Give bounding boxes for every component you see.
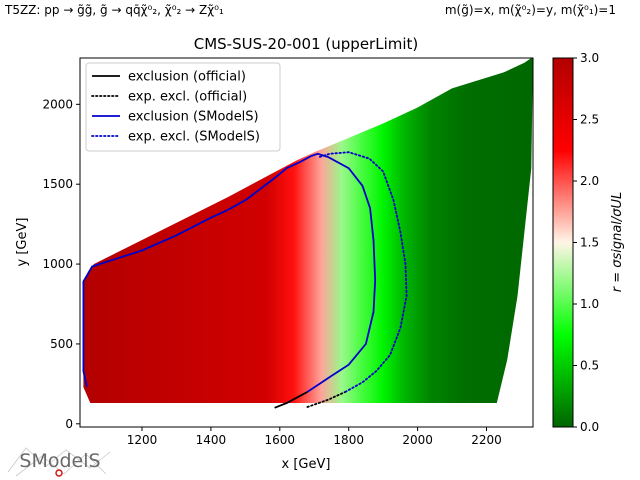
colorbar (552, 57, 574, 428)
legend-label: exp. excl. (official) (128, 90, 247, 105)
chart-title: CMS-SUS-20-001 (upperLimit) (194, 35, 419, 53)
legend: exclusion (official) exp. excl. (official… (85, 62, 281, 152)
x-tick-label: 1400 (196, 433, 227, 447)
x-tick-label: 1200 (127, 433, 158, 447)
y-tick-label: 2000 (42, 97, 73, 111)
colorbar-tick-label: 0.5 (580, 359, 599, 373)
x-tick-label: 1600 (265, 433, 296, 447)
y-axis-label: y [GeV] (15, 218, 30, 267)
y-tick-label: 1000 (42, 257, 73, 271)
x-tick-label: 2000 (402, 433, 433, 447)
y-tick-label: 500 (50, 337, 73, 351)
colorbar-tick-label: 2.0 (580, 174, 599, 188)
logo-network-lines (7, 447, 111, 477)
y-axis: 0 500 1000 1500 2000 (42, 97, 80, 431)
heatmap-region (83, 58, 533, 403)
colorbar-tick-label: 0.0 (580, 420, 599, 434)
logo-red-dot (55, 469, 63, 477)
colorbar-tick-label: 1.0 (580, 297, 599, 311)
x-axis-label: x [GeV] (282, 457, 331, 472)
x-axis: 1200 1400 1600 1800 2000 2200 (127, 427, 502, 447)
r-heatmap (83, 58, 533, 403)
model-description: T5ZZ: pp → g̃g̃, g̃ → qq̄χ̃⁰₂, χ̃⁰₂ → Zχ… (5, 3, 224, 17)
colorbar-tick-label: 2.5 (580, 113, 599, 127)
curve-exclusion-smodels- (82, 152, 377, 393)
curve-exp-excl-official- (306, 391, 347, 408)
legend-label: exp. excl. (SModelS) (128, 130, 260, 145)
logo-text: SModelS (19, 450, 100, 472)
x-tick-label: 1800 (333, 433, 364, 447)
mass-parametrization: m(g̃)=x, m(χ̃⁰₂)=y, m(χ̃⁰₁)=1 (444, 3, 616, 17)
plot-frame (79, 57, 534, 428)
x-tick-label: 2200 (471, 433, 502, 447)
y-tick-label: 0 (65, 417, 73, 431)
y-tick-label: 1500 (42, 177, 73, 191)
legend-box (85, 62, 281, 152)
colorbar-axis: 0.0 0.5 1.0 1.5 2.0 2.5 3.0 (573, 51, 599, 434)
exclusion-curves (82, 151, 408, 409)
colorbar-tick-label: 1.5 (580, 236, 599, 250)
curve-exclusion-official- (274, 391, 308, 409)
legend-label: exclusion (SModelS) (128, 110, 259, 125)
colorbar-tick-label: 3.0 (580, 51, 599, 65)
legend-label: exclusion (official) (128, 70, 246, 85)
colorbar-label: r = σsignal/σUL (610, 192, 625, 293)
smodels-logo: SModelS (7, 447, 111, 477)
curve-exp-excl-smodels- (318, 151, 408, 393)
